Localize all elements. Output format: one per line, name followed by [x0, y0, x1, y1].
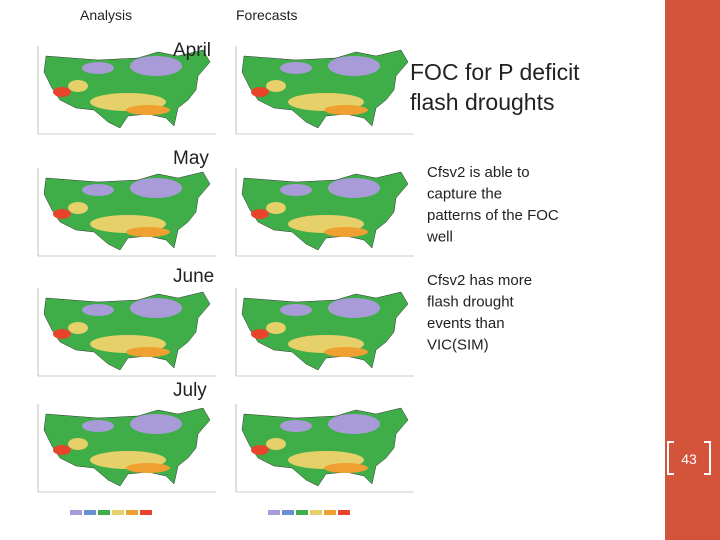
- map: [226, 284, 416, 384]
- month-label: July: [173, 380, 207, 401]
- slide-title: FOC for P deficit: [410, 59, 580, 85]
- bullet-text: Cfsv2 has more: [427, 272, 532, 289]
- month-label: May: [173, 148, 209, 169]
- bullet-text: Cfsv2 is able to: [427, 164, 530, 181]
- slide-title: flash droughts: [410, 89, 554, 115]
- map: [28, 284, 218, 384]
- bullet-text: events than: [427, 315, 505, 332]
- map: [226, 42, 416, 142]
- map: [226, 400, 416, 500]
- bullet-text: capture the: [427, 186, 502, 203]
- column-label: Analysis: [80, 7, 132, 23]
- page-number: 43: [681, 451, 697, 467]
- bullet-text: VIC(SIM): [427, 337, 489, 354]
- map: [28, 400, 218, 500]
- bullet-text: well: [426, 229, 453, 246]
- column-label: Forecasts: [236, 7, 297, 23]
- bullet-text: flash drought: [427, 294, 515, 311]
- colorbars: [70, 510, 350, 515]
- month-label: June: [173, 266, 214, 287]
- bullet-text: patterns of the FOC: [427, 207, 559, 224]
- map: [28, 164, 218, 264]
- month-label: April: [173, 40, 211, 61]
- bullet-list: Cfsv2 is able to capture the patterns of t…: [426, 164, 559, 354]
- map: [226, 164, 416, 264]
- page-number-box: 43: [667, 441, 711, 475]
